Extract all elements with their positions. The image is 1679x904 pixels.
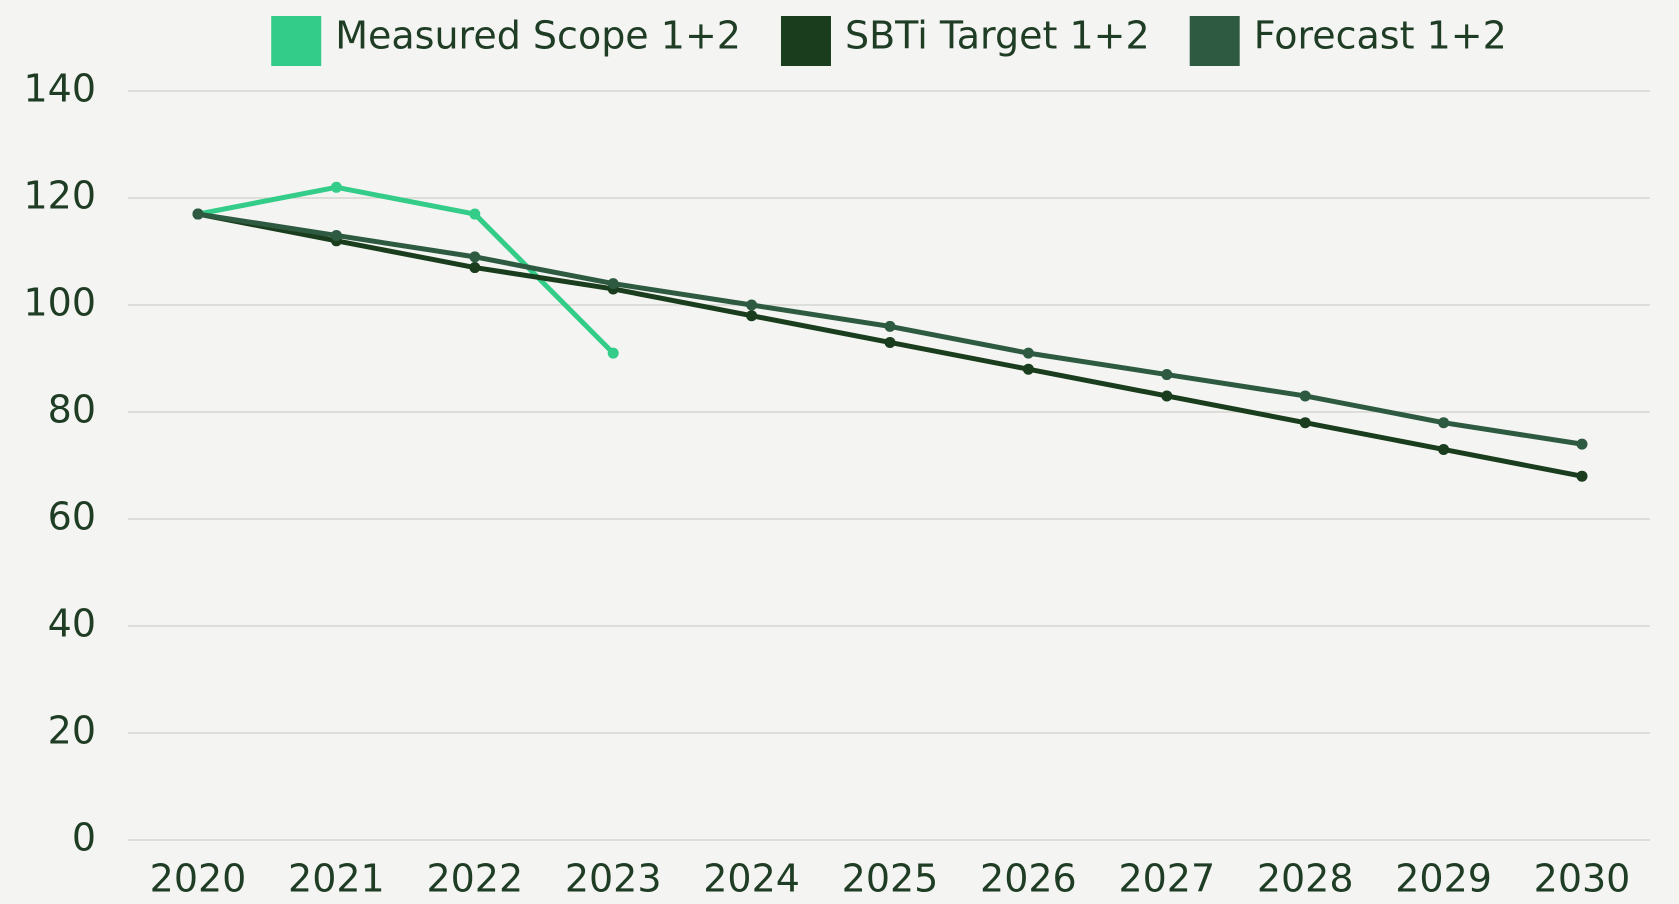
data-point xyxy=(469,251,481,263)
legend-swatch xyxy=(780,16,831,66)
data-point xyxy=(607,347,619,359)
y-tick-label: 40 xyxy=(48,602,96,646)
legend: Measured Scope 1+2 SBTi Target 1+2 Forecas… xyxy=(271,14,1507,66)
x-tick-label: 2021 xyxy=(288,857,385,901)
data-point xyxy=(1161,369,1173,381)
data-point xyxy=(1438,417,1450,429)
data-point xyxy=(1576,438,1588,450)
data-point xyxy=(1161,390,1173,402)
legend-swatch xyxy=(271,16,322,66)
x-tick-label: 2028 xyxy=(1257,857,1354,901)
series-line xyxy=(197,184,615,355)
x-tick-label: 2023 xyxy=(565,857,662,901)
y-tick-label: 0 xyxy=(72,816,96,860)
y-tick-label: 20 xyxy=(48,709,96,753)
data-point xyxy=(1022,347,1034,359)
data-point xyxy=(330,229,342,241)
data-point xyxy=(192,208,204,220)
y-tick-label: 140 xyxy=(23,67,96,111)
y-tick-label: 80 xyxy=(48,388,96,432)
y-tick-label: 120 xyxy=(23,174,96,218)
x-tick-label: 2025 xyxy=(842,857,939,901)
legend-label: Measured Scope 1+2 xyxy=(335,14,741,58)
data-point xyxy=(1299,390,1311,402)
data-point xyxy=(746,299,758,311)
legend-label: SBTi Target 1+2 xyxy=(845,14,1150,58)
data-point xyxy=(607,278,619,290)
x-tick-label: 2026 xyxy=(980,857,1077,901)
data-point xyxy=(1438,443,1450,455)
data-point xyxy=(884,336,896,348)
legend-swatch xyxy=(1189,16,1240,66)
x-tick-label: 2029 xyxy=(1395,857,1492,901)
y-tick-label: 100 xyxy=(23,281,96,325)
data-point xyxy=(330,181,342,193)
x-tick-label: 2022 xyxy=(426,857,523,901)
legend-label: Forecast 1+2 xyxy=(1254,14,1507,58)
data-point xyxy=(469,262,481,274)
x-tick-label: 2020 xyxy=(150,857,247,901)
x-tick-label: 2024 xyxy=(703,857,800,901)
x-tick-label: 2027 xyxy=(1118,857,1215,901)
grid xyxy=(128,90,1650,841)
y-tick-label: 60 xyxy=(48,495,96,539)
data-point xyxy=(1576,470,1588,482)
data-point xyxy=(1299,417,1311,429)
data-point xyxy=(746,310,758,322)
x-tick-label: 2030 xyxy=(1534,857,1631,901)
data-point xyxy=(469,208,481,220)
data-point xyxy=(884,320,896,332)
data-point xyxy=(1022,363,1034,375)
